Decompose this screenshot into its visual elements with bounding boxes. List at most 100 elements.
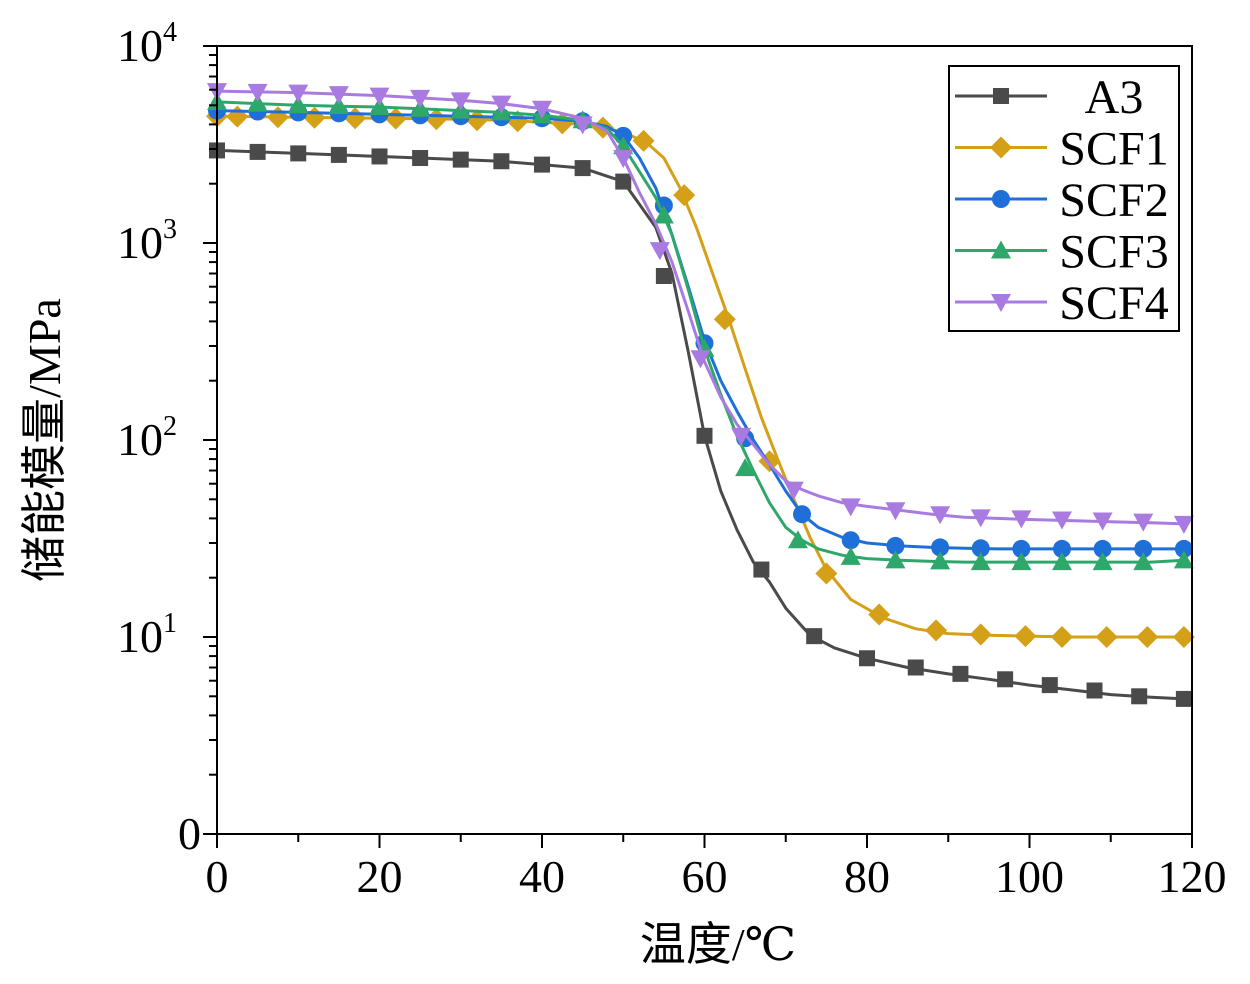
data-point [859, 650, 875, 667]
y-tick-base: 10 [117, 217, 163, 268]
legend-swatch-marker [990, 136, 1012, 159]
data-point [450, 92, 471, 111]
data-point [696, 427, 713, 444]
data-point [753, 561, 770, 578]
y-tick-exponent: 2 [163, 411, 177, 442]
legend-label: A3 [1085, 71, 1144, 124]
legend-item: SCF4 [955, 277, 1169, 330]
x-axis-label: 温度/℃ [640, 919, 796, 970]
data-point [969, 623, 992, 646]
series-line [216, 89, 1184, 526]
data-point [1175, 690, 1192, 707]
data-point [997, 671, 1014, 688]
data-point [249, 143, 266, 160]
data-point [1173, 515, 1194, 534]
data-point [971, 539, 990, 558]
data-point [649, 242, 670, 261]
data-point [247, 93, 268, 112]
data-point [1041, 677, 1058, 694]
data-point [713, 308, 736, 331]
data-point [506, 110, 529, 133]
data-point [452, 151, 469, 168]
data-point [1131, 688, 1148, 705]
data-point [1014, 625, 1037, 648]
y-tick-exponent: 1 [163, 608, 177, 639]
data-point [1051, 626, 1073, 648]
data-point [534, 156, 550, 173]
data-point [731, 427, 752, 446]
data-point [783, 481, 804, 500]
data-point [886, 536, 905, 555]
legend-label: SCF4 [1059, 277, 1168, 330]
data-point [613, 150, 634, 169]
legend-item: A3 [955, 71, 1143, 124]
data-point [226, 105, 249, 128]
data-point [673, 184, 696, 207]
data-point [655, 267, 672, 284]
data-point [1093, 539, 1112, 558]
legend-item: SCF1 [955, 123, 1169, 176]
x-tick-label: 80 [844, 851, 890, 902]
data-point [907, 659, 924, 676]
y-tick-exponent: 3 [163, 214, 177, 245]
data-point [466, 109, 488, 132]
x-tick-label: 100 [995, 851, 1064, 902]
data-point [787, 530, 808, 549]
data-point [615, 173, 632, 190]
series-layer [206, 83, 1195, 707]
data-point [1053, 539, 1071, 558]
y-tick-exponent: 4 [163, 17, 177, 48]
data-point [1011, 552, 1032, 571]
data-point [952, 665, 969, 682]
data-point [930, 551, 951, 570]
data-point [328, 96, 349, 115]
plot-area [206, 45, 1195, 835]
legend-swatch-marker [991, 240, 1011, 259]
x-axis: 0 20 40 60 80 100 120 [206, 834, 1227, 902]
y-tick-label: 102 [117, 411, 177, 465]
x-tick-label: 120 [1158, 851, 1227, 902]
legend-swatch-marker [991, 294, 1011, 312]
data-point [266, 106, 289, 129]
data-point [925, 619, 948, 642]
data-point [735, 458, 756, 477]
y-tick-base: 10 [117, 414, 163, 465]
data-point [1092, 512, 1113, 531]
data-point [574, 160, 591, 177]
data-point [1052, 552, 1072, 571]
data-point [371, 148, 388, 165]
y-axis-label: 储能模量/MPa [19, 298, 70, 582]
y-tick-label: 0 [178, 808, 201, 859]
data-point [868, 603, 891, 626]
data-point [410, 89, 431, 108]
data-point [532, 100, 552, 119]
data-point [384, 107, 407, 130]
legend-item: SCF2 [955, 174, 1169, 227]
data-point [369, 97, 390, 116]
data-point [632, 129, 655, 152]
y-tick-label: 101 [117, 608, 177, 662]
data-point [330, 146, 347, 163]
data-point [290, 145, 307, 162]
data-point [425, 108, 448, 131]
data-point [1134, 539, 1153, 558]
data-point [1133, 552, 1154, 571]
y-tick-label: 104 [117, 17, 177, 71]
data-point [815, 562, 838, 585]
data-point [288, 84, 309, 103]
legend-item: SCF3 [955, 226, 1169, 279]
data-point [1092, 552, 1113, 571]
data-point [1174, 539, 1193, 558]
data-point [1012, 539, 1031, 558]
data-point [328, 86, 349, 105]
y-tick-base: 0 [178, 808, 201, 859]
x-tick-label: 20 [357, 851, 403, 902]
legend-label: SCF2 [1059, 174, 1168, 227]
data-point [1052, 511, 1072, 530]
y-tick-base: 10 [117, 20, 163, 71]
data-point [970, 552, 991, 571]
legend-swatch-marker [992, 190, 1010, 208]
